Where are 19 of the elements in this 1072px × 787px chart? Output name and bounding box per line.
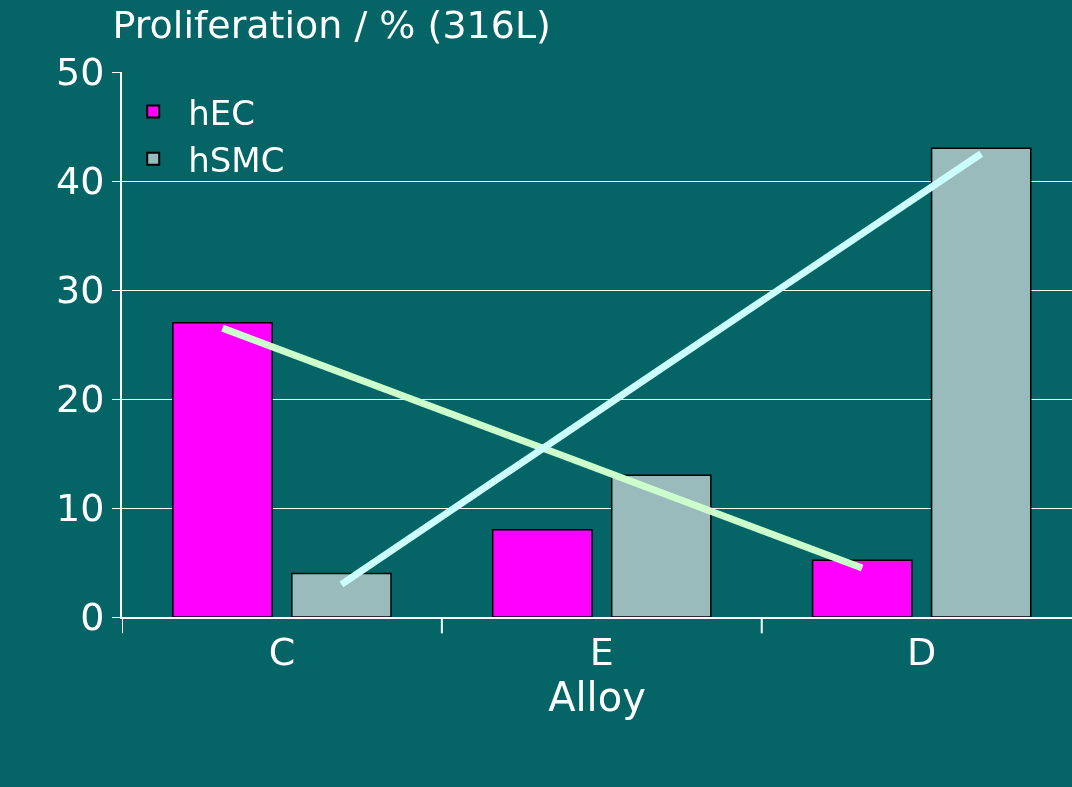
bar — [930, 147, 1032, 617]
bar — [172, 321, 273, 617]
bar — [811, 559, 913, 617]
y-tick-label: 20 — [56, 377, 105, 422]
bar — [291, 572, 392, 617]
y-tick-label: 0 — [80, 595, 105, 640]
y-tick-label: 40 — [56, 159, 105, 204]
x-tick-label: D — [907, 629, 937, 674]
y-tick-label: 10 — [56, 486, 105, 531]
x-axis-title: Alloy — [548, 673, 646, 720]
x-tick-label: E — [589, 629, 614, 674]
legend-label: hEC — [188, 92, 255, 133]
bar — [491, 529, 593, 617]
y-tick-label: 30 — [56, 268, 105, 313]
y-tick-label: 50 — [56, 50, 105, 95]
x-tick-label: C — [268, 629, 296, 674]
chart-title: Proliferation / % (316L) — [112, 3, 551, 48]
legend-label: hSMC — [188, 139, 285, 180]
bar — [610, 474, 712, 617]
